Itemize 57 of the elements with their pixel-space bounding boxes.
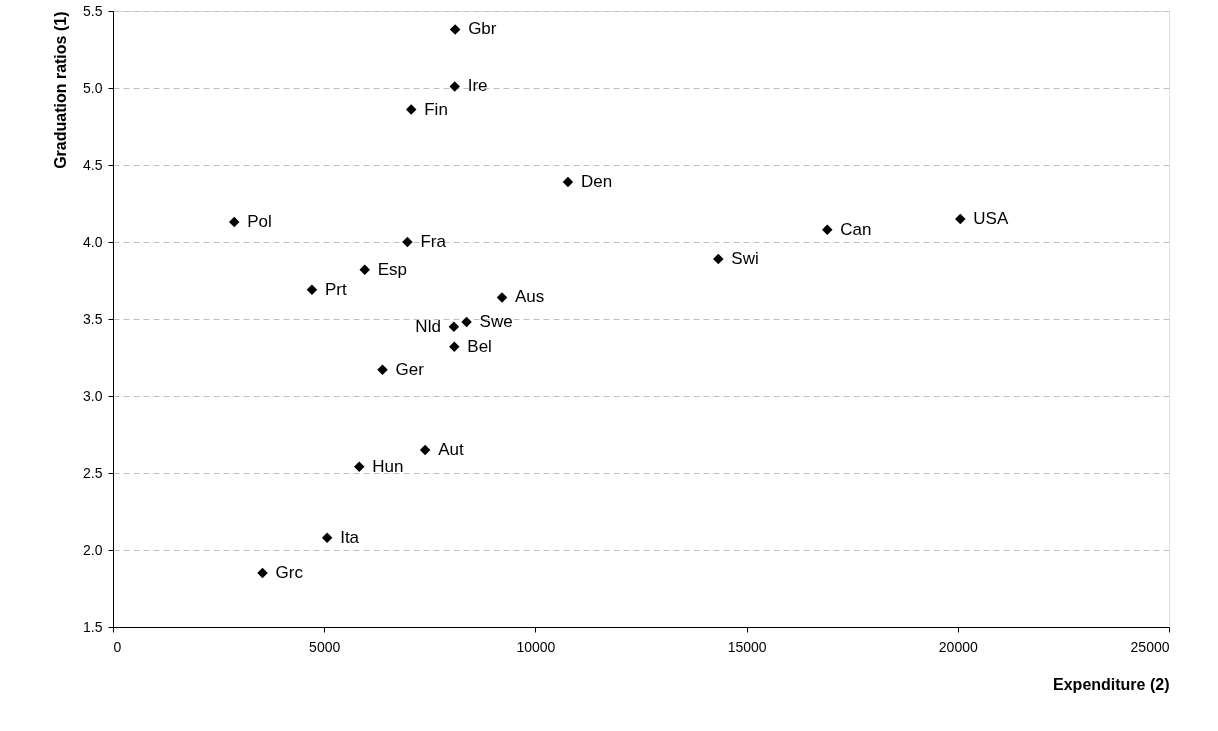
point	[713, 253, 724, 265]
point	[448, 321, 460, 332]
point	[496, 292, 508, 303]
annotation: Ire	[467, 76, 488, 96]
x-tick-label: 15000	[727, 638, 767, 655]
point	[955, 213, 966, 225]
y-tick-label: 1.5	[83, 618, 103, 635]
point	[402, 236, 413, 248]
point	[562, 176, 574, 188]
point	[354, 461, 365, 473]
point	[359, 264, 370, 275]
y-tick-label: 5.5	[83, 2, 103, 19]
x-tick-label: 20000	[938, 638, 978, 655]
annotation: Esp	[377, 259, 408, 279]
annotation: Pol	[247, 211, 272, 231]
point	[405, 104, 417, 115]
annotation: Ger	[395, 359, 425, 379]
annotation: Prt	[324, 279, 347, 299]
annotation: Gbr	[468, 19, 497, 39]
x-tick-label: 0	[113, 638, 122, 655]
annotation: Aut	[438, 439, 464, 459]
x-tick-label: 5000	[309, 638, 341, 655]
y-tick-label: 5.0	[83, 79, 103, 96]
y-tick-label: 3.0	[83, 387, 103, 404]
annotation: Hun	[372, 456, 404, 476]
y-tick-label: 2.0	[83, 541, 103, 558]
y-tick-label: 2.5	[83, 464, 103, 481]
annotation: Ita	[340, 527, 360, 547]
x-axis-title: Expenditure (2)	[1053, 675, 1170, 693]
y-axis-title: Graduation ratios (1)	[52, 11, 70, 169]
annotation: Grc	[275, 563, 304, 583]
annotation: Can	[840, 219, 872, 239]
annotation: Nld	[415, 316, 441, 336]
y-tick-label: 3.5	[83, 310, 103, 327]
point	[377, 364, 388, 376]
point	[306, 284, 318, 295]
annotation: Fra	[420, 232, 447, 251]
annotation: Swe	[479, 312, 513, 332]
annotation: Fin	[424, 99, 448, 119]
annotation: USA	[973, 208, 1009, 228]
x-tick-label: 25000	[1130, 638, 1170, 655]
y-tick-label: 4.0	[83, 233, 103, 250]
annotation: Den	[580, 171, 613, 191]
point	[449, 24, 461, 35]
point	[822, 224, 833, 235]
point	[228, 216, 240, 228]
annotation: Swi	[731, 248, 759, 268]
point	[257, 567, 268, 579]
point	[461, 316, 472, 328]
y-tick-label: 4.5	[83, 156, 103, 173]
x-tick-label: 10000	[516, 638, 556, 655]
point	[321, 532, 333, 543]
annotation: Aus	[515, 287, 545, 307]
annotation: Bel	[467, 336, 492, 356]
point	[419, 444, 431, 456]
point	[449, 341, 460, 352]
point	[449, 81, 460, 92]
